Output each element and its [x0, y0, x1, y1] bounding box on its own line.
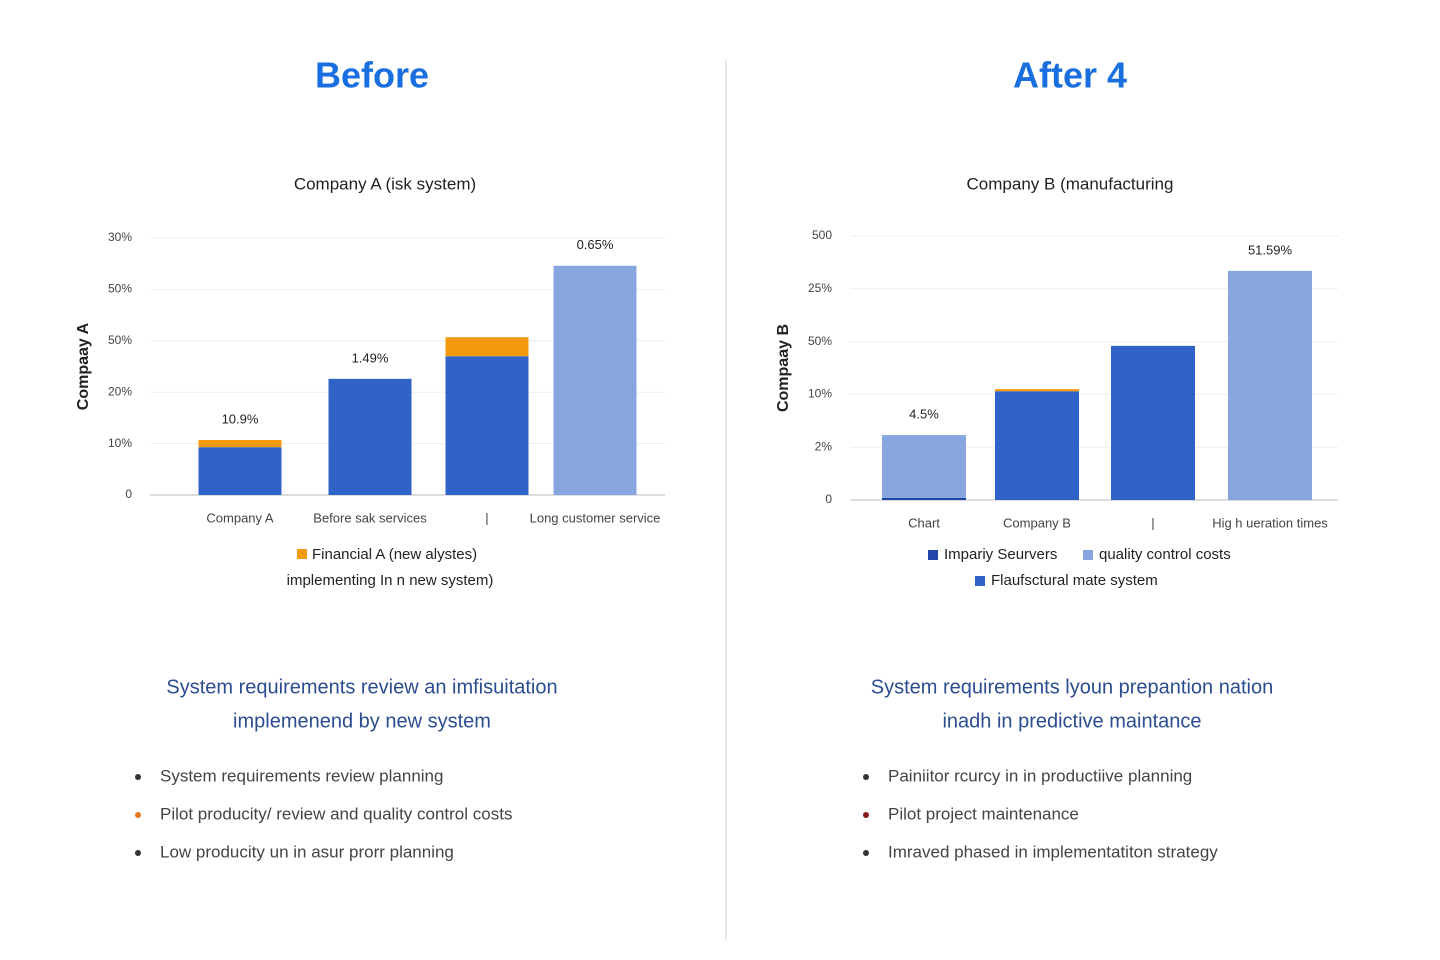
- bullet-text: Imraved phased in implementatiton strate…: [888, 842, 1218, 861]
- bar-label: 10.9%: [222, 411, 259, 426]
- chart-title: Company B (manufacturing: [967, 174, 1174, 193]
- bar: [328, 378, 412, 495]
- y-tick-label: 0: [825, 492, 832, 506]
- bullet-dot: [863, 812, 869, 818]
- legend-swatch: [1083, 550, 1093, 560]
- y-tick-label: 50%: [808, 334, 832, 348]
- bar: [995, 389, 1079, 392]
- y-tick-label: 10%: [808, 387, 832, 401]
- bullet-dot: [135, 812, 141, 818]
- bar: [553, 265, 637, 495]
- bullet-text: Low producity un in asur prorr planning: [160, 842, 454, 861]
- y-tick-label: 30%: [108, 230, 132, 244]
- y-tick-label: 20%: [108, 384, 132, 398]
- bullet-dot: [863, 850, 869, 856]
- x-tick-label: Chart: [908, 515, 940, 530]
- heading: After 4: [1013, 55, 1127, 96]
- y-tick-label: 2%: [815, 439, 833, 453]
- bullet-text: System requirements review planning: [160, 766, 443, 785]
- bullet-dot: [863, 774, 869, 780]
- legend-swatch: [975, 576, 985, 586]
- bar: [882, 435, 966, 498]
- y-axis-label: Compaay B: [775, 324, 792, 412]
- legend-swatch: [928, 550, 938, 560]
- bullet-dot: [135, 774, 141, 780]
- bullet-text: Pilot producity/ review and quality cont…: [160, 804, 512, 823]
- summary-line: System requirements review an imfisuitat…: [166, 676, 557, 698]
- y-tick-label: 50%: [108, 333, 132, 347]
- bar: [198, 440, 282, 448]
- summary-line: implemenend by new system: [233, 710, 491, 732]
- summary-line: inadh in predictive maintance: [942, 710, 1201, 732]
- y-tick-label: 0: [125, 487, 132, 501]
- bar: [1111, 345, 1195, 500]
- y-tick-label: 500: [812, 228, 832, 242]
- y-tick-label: 50%: [108, 282, 132, 296]
- legend-label: Financial A (new alystes): [312, 546, 477, 563]
- bar-label: 0.65%: [577, 237, 614, 252]
- summary-line: System requirements lyoun prepantion nat…: [871, 676, 1273, 698]
- legend-label: Impariy Seurvers: [944, 546, 1057, 563]
- x-tick-label: Before sak services: [313, 510, 427, 525]
- y-tick-label: 10%: [108, 436, 132, 450]
- x-tick-label: Long customer service: [530, 510, 661, 525]
- bar-label: 1.49%: [352, 350, 389, 365]
- legend-label: Flaufsctural mate system: [991, 572, 1158, 589]
- legend-label: quality control costs: [1099, 546, 1231, 563]
- bar: [995, 391, 1079, 500]
- bar: [882, 497, 966, 500]
- bullet-text: Pilot project maintenance: [888, 804, 1079, 823]
- bar-label: 4.5%: [909, 406, 939, 421]
- heading: Before: [315, 55, 429, 96]
- y-axis-label: Compaay A: [75, 322, 92, 410]
- x-tick-label: Company A: [206, 510, 274, 525]
- x-tick-label: Hig h ueration times: [1212, 515, 1328, 530]
- x-tick-label: |: [1151, 515, 1154, 530]
- bar: [1228, 270, 1312, 500]
- y-tick-label: 25%: [808, 281, 832, 295]
- bar: [198, 447, 282, 495]
- x-tick-label: Company B: [1003, 515, 1071, 530]
- bar: [445, 337, 529, 357]
- bar-label: 51.59%: [1248, 242, 1293, 257]
- bullet-dot: [135, 850, 141, 856]
- bar: [445, 356, 529, 495]
- legend-label: implementing In n new system): [287, 572, 494, 589]
- bullet-text: Painiitor rcurcy in in productiive plann…: [888, 766, 1192, 785]
- legend-swatch: [297, 549, 307, 559]
- x-tick-label: |: [485, 510, 488, 525]
- chart-title: Company A (isk system): [294, 174, 476, 193]
